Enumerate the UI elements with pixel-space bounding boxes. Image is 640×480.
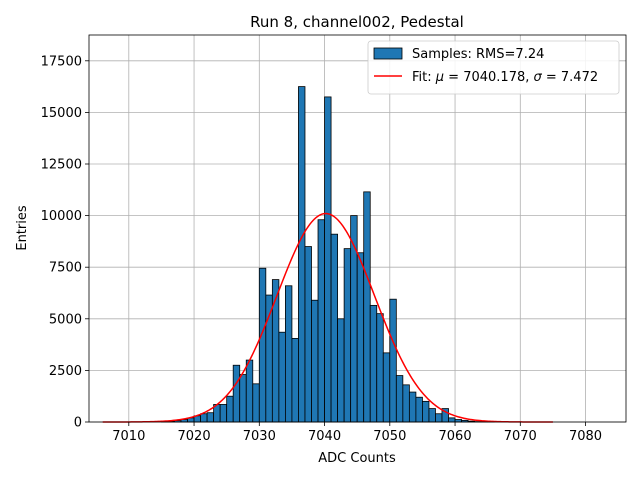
histogram-bar — [376, 313, 384, 423]
x-tick-label: 7080 — [569, 429, 602, 444]
histogram-bar — [382, 352, 391, 423]
x-tick-label: 7070 — [504, 429, 537, 444]
legend-samples-label: Samples: RMS=7.24 — [412, 47, 544, 62]
histogram-bar — [278, 331, 286, 423]
x-tick-label: 7030 — [243, 429, 276, 444]
x-tick-label: 7010 — [112, 429, 145, 444]
histogram-bar — [363, 191, 371, 423]
legend: Samples: RMS=7.24 Fit: μ = 7040.178, σ =… — [367, 40, 620, 95]
histogram-bar — [226, 395, 234, 423]
y-tick-label: 2500 — [49, 364, 82, 379]
x-tick-label: 7060 — [439, 429, 472, 444]
histogram-bar — [415, 396, 423, 423]
histogram-bar — [258, 267, 267, 423]
legend-fit-label: Fit: μ = 7040.178, σ = 7.472 — [412, 70, 598, 85]
fit-curve — [102, 212, 553, 423]
histogram-bar — [219, 404, 228, 423]
histogram-bar — [435, 413, 443, 423]
y-tick-label: 7500 — [49, 261, 82, 276]
histogram-bar — [245, 359, 254, 423]
histogram-bar — [369, 304, 378, 423]
histogram-bar — [389, 298, 397, 423]
histogram-bar — [317, 219, 325, 423]
plot-frame — [88, 34, 627, 423]
histogram-bar — [324, 96, 332, 423]
histogram-bar — [428, 408, 436, 423]
histogram-bar — [343, 248, 352, 423]
y-tick-label: 12500 — [41, 158, 82, 173]
histogram-bar — [206, 412, 215, 423]
x-tick-label: 7020 — [178, 429, 211, 444]
x-axis-ticks: 7010 7020 7030 7040 7050 7060 7070 7080 — [112, 422, 602, 444]
legend-samples-swatch — [373, 47, 403, 60]
histogram-bar — [448, 417, 456, 423]
y-tick-label: 10000 — [41, 209, 82, 224]
y-tick-label: 17500 — [41, 54, 82, 69]
legend-box — [367, 40, 620, 95]
histogram-bar — [200, 413, 208, 423]
histogram-bar — [311, 299, 319, 423]
histogram-bar — [284, 285, 293, 423]
histogram-bar — [232, 364, 241, 423]
histogram-bar — [298, 86, 306, 423]
chart-title: Run 8, channel002, Pedestal — [250, 13, 464, 31]
histogram-bar — [422, 400, 430, 423]
histogram-bar — [408, 391, 417, 423]
histogram-bars — [161, 86, 495, 423]
histogram-bar — [402, 384, 410, 423]
y-tick-label: 0 — [74, 416, 82, 431]
histogram-bar — [330, 233, 338, 423]
histogram-bar — [239, 374, 247, 423]
y-axis-label: Entries — [15, 205, 30, 251]
histogram-bar — [337, 318, 345, 423]
x-tick-label: 7050 — [373, 429, 406, 444]
histogram-bar — [304, 246, 312, 423]
y-axis-ticks: 0 2500 5000 7500 10000 12500 15000 17500 — [41, 54, 89, 431]
x-axis-label: ADC Counts — [318, 451, 396, 466]
histogram-bar — [291, 338, 299, 423]
y-tick-label: 15000 — [41, 106, 82, 121]
histogram-bar — [252, 383, 260, 423]
histogram-bar — [356, 252, 365, 423]
x-tick-label: 7040 — [308, 429, 341, 444]
histogram-bar — [395, 375, 404, 423]
y-tick-label: 5000 — [49, 312, 82, 327]
